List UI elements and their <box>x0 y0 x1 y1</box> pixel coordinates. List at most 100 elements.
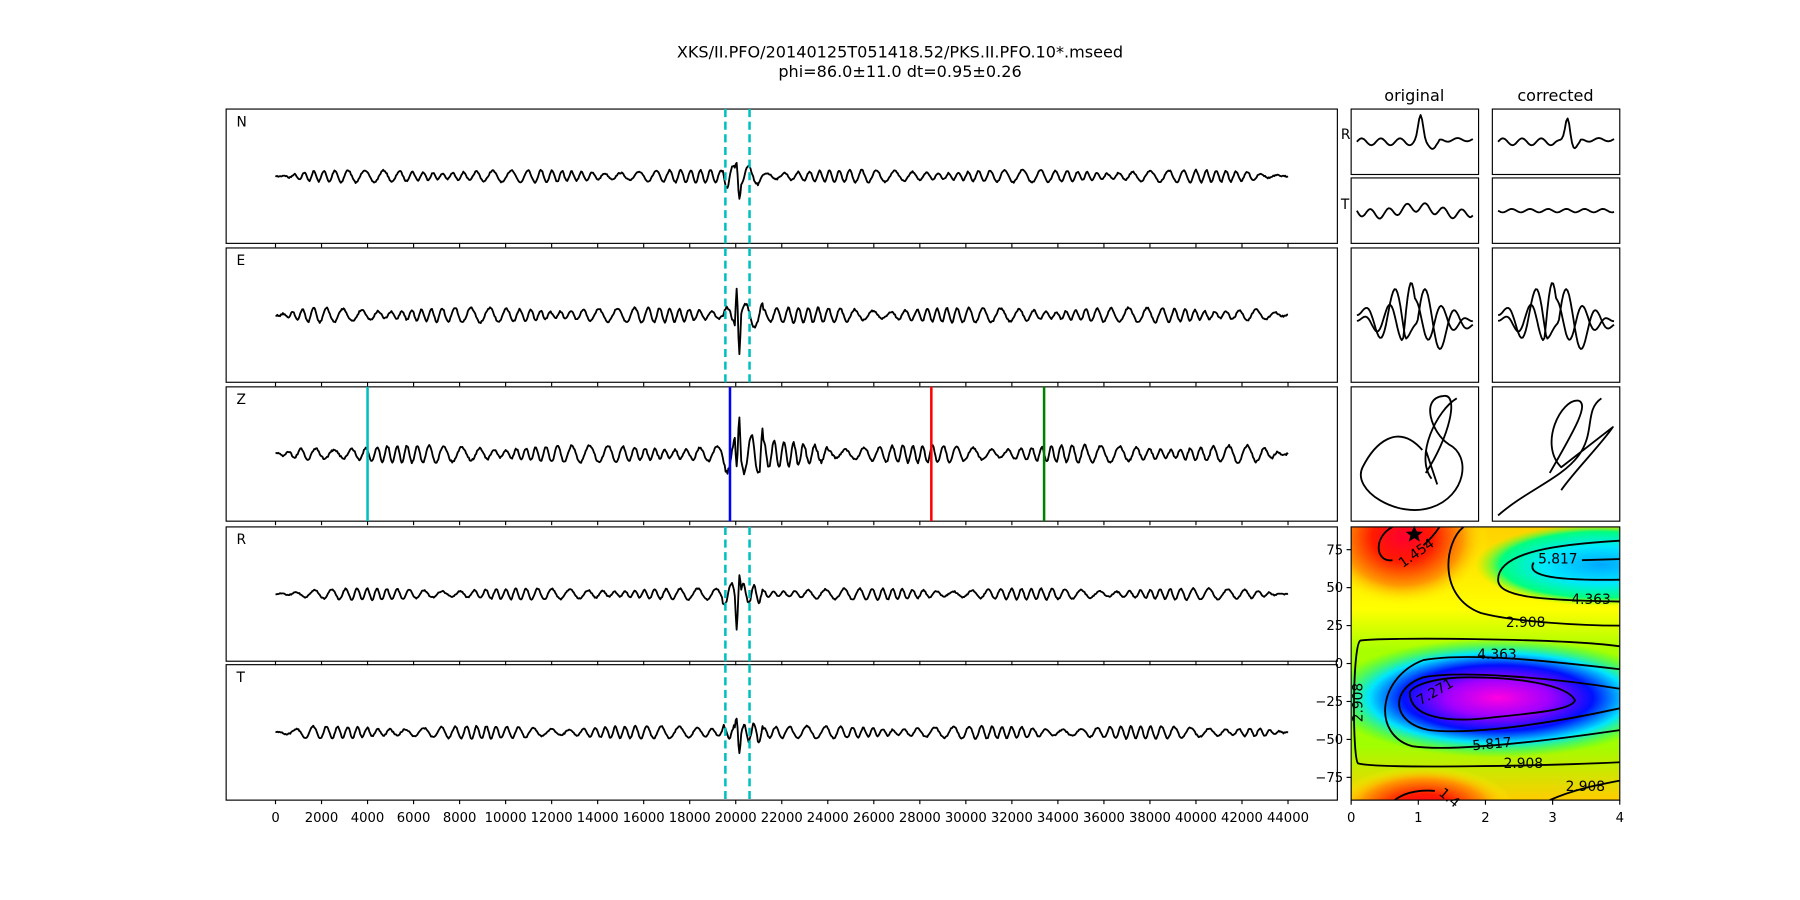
particle-motion-path <box>1359 395 1464 511</box>
panel-label: R <box>236 532 246 548</box>
panel-z: Z <box>225 386 1338 526</box>
contour-line <box>1394 789 1436 801</box>
contour-line <box>1549 779 1620 801</box>
waveform-r <box>1497 117 1615 150</box>
x-tick-label: 1 <box>1414 811 1422 826</box>
contour-line <box>1408 676 1576 721</box>
x-tick-label: 30000 <box>945 811 987 826</box>
x-tick-label: 42000 <box>1221 811 1263 826</box>
error-surface: 1.4542.9084.3635.8177.2715.8174.3632.908… <box>1315 525 1624 826</box>
waveform-r <box>275 574 1289 631</box>
original-panel-3 <box>1350 386 1480 522</box>
seismogram-panels: N E Z R T 0 2000 4000 6000 8000 10000 12000 14000 160… <box>225 108 1338 826</box>
y-tick-label: 50 <box>1326 581 1343 596</box>
panel-r: R <box>225 526 1338 666</box>
x-tick-label: 18000 <box>669 811 711 826</box>
contour-line <box>1531 558 1620 581</box>
x-tick-label: 6000 <box>397 811 431 826</box>
y-tick-label: 0 <box>1335 657 1343 672</box>
x-tick-label: 14000 <box>577 811 619 826</box>
contour-label: 4.363 <box>1571 592 1610 608</box>
panel-label: T <box>235 670 245 686</box>
y-tick-label: −25 <box>1315 695 1343 710</box>
error-surface-low-top <box>1351 526 1489 607</box>
contour-label: 5.817 <box>1538 552 1577 568</box>
waveform-t <box>1356 202 1474 220</box>
panel-frame <box>1491 386 1621 522</box>
panel-t: T <box>225 664 1338 805</box>
contour-label: 2.908 <box>1566 779 1605 795</box>
x-tick-label: 26000 <box>853 811 895 826</box>
y-tick-label: −75 <box>1315 771 1343 786</box>
contour-line <box>1447 526 1620 627</box>
panel-frame <box>1350 177 1480 244</box>
contour-label: 2.908 <box>1506 615 1545 631</box>
x-tick-label: 38000 <box>1129 811 1171 826</box>
x-tick-label: 0 <box>1347 811 1355 826</box>
row-label-t: T <box>1340 197 1350 213</box>
x-tick-label: 4000 <box>351 811 385 826</box>
contour-label: 4.363 <box>1477 647 1516 663</box>
x-tick-label: 4 <box>1616 811 1624 826</box>
waveform-t <box>275 717 1289 755</box>
panel-frame <box>1491 108 1621 176</box>
best-fit-star-icon <box>1405 525 1423 542</box>
x-tick-label: 44000 <box>1267 811 1309 826</box>
contour-line <box>1384 656 1620 749</box>
error-surface-high-upper <box>1475 526 1620 607</box>
x-tick-label: 24000 <box>807 811 849 826</box>
x-tick-label: 0 <box>271 811 279 826</box>
x-tick-label: 32000 <box>991 811 1033 826</box>
corrected-panel-3 <box>1491 386 1621 522</box>
y-tick-label: 75 <box>1326 543 1343 558</box>
error-surface-low-bottom <box>1351 765 1514 801</box>
panel-frame <box>1350 108 1480 176</box>
panel-label: N <box>236 114 246 130</box>
figure-subtitle: phi=86.0±11.0 dt=0.95±0.26 <box>778 62 1021 81</box>
original-panel-1 <box>1350 177 1480 244</box>
x-tick-label: 2 <box>1481 811 1489 826</box>
waveform-n <box>274 161 1289 200</box>
x-tick-label: 2000 <box>305 811 339 826</box>
contour-label: 2.908 <box>1351 683 1367 722</box>
column-header-original: original <box>1384 86 1444 105</box>
waveform-t <box>1497 208 1615 214</box>
corrected-panel-0 <box>1491 108 1621 176</box>
x-tick-label: 8000 <box>443 811 477 826</box>
waveform-z <box>275 416 1289 476</box>
x-tick-label: 12000 <box>531 811 573 826</box>
x-tick-label: 22000 <box>761 811 803 826</box>
y-tick-label: −50 <box>1315 733 1343 748</box>
original-panel-0 <box>1350 108 1480 176</box>
contour-line <box>1353 637 1620 768</box>
x-tick-label: 3 <box>1548 811 1556 826</box>
contour-label: 2.908 <box>1504 756 1543 772</box>
x-tick-label: 28000 <box>899 811 941 826</box>
column-header-corrected: corrected <box>1517 86 1593 105</box>
waveform-r <box>1356 114 1474 150</box>
figure-title: XKS/II.PFO/20140125T051418.52/PKS.II.PFO… <box>677 42 1123 61</box>
panel-frame <box>225 247 1338 383</box>
panel-frame <box>1491 247 1621 383</box>
particle-motion-path <box>1497 397 1614 517</box>
y-tick-label: 25 <box>1326 619 1343 634</box>
contour-line <box>1497 539 1620 603</box>
x-tick-label: 36000 <box>1083 811 1125 826</box>
waveform-overlay-black <box>1356 288 1474 350</box>
row-label-r: R <box>1341 127 1351 143</box>
x-tick-label: 34000 <box>1037 811 1079 826</box>
contour-line <box>1398 673 1620 733</box>
panel-e: E <box>225 247 1338 387</box>
corrected-panel-2 <box>1491 247 1621 383</box>
corrected-panel-1 <box>1491 177 1621 244</box>
waveform-overlay-black <box>1497 288 1615 350</box>
panel-label: E <box>236 253 245 269</box>
x-tick-label: 16000 <box>623 811 665 826</box>
panel-frame <box>1350 386 1480 522</box>
x-tick-label: 10000 <box>485 811 527 826</box>
x-tick-label: 40000 <box>1175 811 1217 826</box>
panel-n: N <box>225 108 1338 248</box>
contour-label: 5.817 <box>1472 735 1513 754</box>
waveform-e <box>275 287 1289 356</box>
